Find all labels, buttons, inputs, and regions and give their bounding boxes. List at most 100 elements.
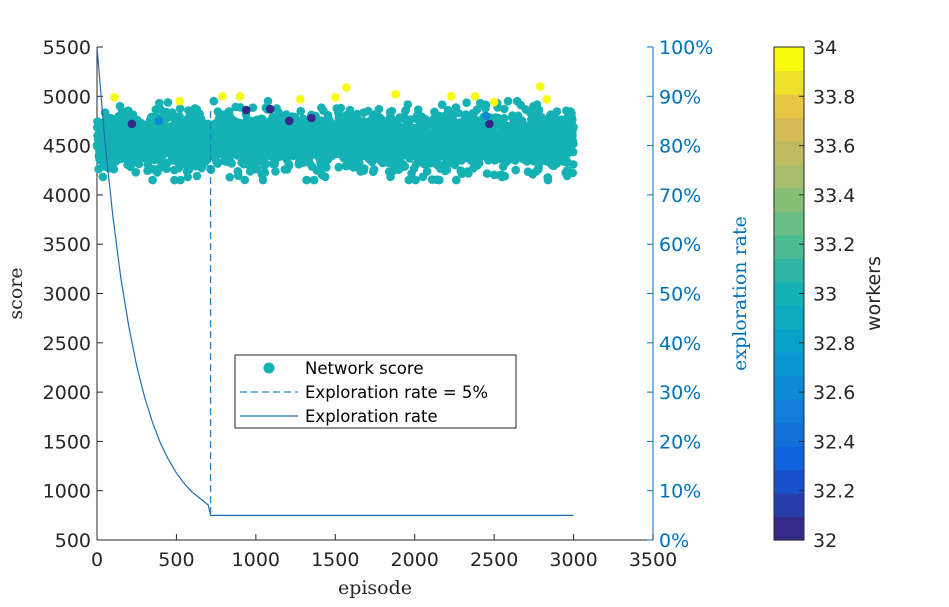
- score-point: [411, 175, 420, 185]
- score-point: [404, 175, 414, 185]
- score-point: [387, 106, 397, 116]
- score-point: [155, 98, 164, 108]
- score-point: [442, 165, 452, 175]
- score-point: [296, 106, 306, 116]
- score-point: [435, 175, 444, 185]
- legend-marker-score: [263, 362, 275, 374]
- score-point-outlier: [218, 92, 227, 101]
- score-point: [261, 159, 271, 169]
- x-axis-label: episode: [338, 577, 412, 599]
- score-point: [175, 104, 185, 113]
- score-point-outlier: [265, 104, 275, 114]
- score-point-outlier: [296, 95, 305, 104]
- colorbar-tick-label: 33: [813, 284, 837, 306]
- y-tick-label: 1500: [43, 431, 91, 453]
- colorbar-swatch: [774, 258, 804, 283]
- score-point: [248, 103, 258, 112]
- y-tick-label: 5000: [43, 86, 91, 108]
- y-tick-label: 500: [55, 530, 91, 552]
- colorbar-tick-label: 32.8: [813, 333, 855, 355]
- x-tick-label: 0: [91, 549, 103, 571]
- x-tick-label: 2000: [391, 549, 439, 571]
- colorbar-swatch: [774, 164, 804, 189]
- x-tick-label: 1000: [232, 549, 280, 571]
- colorbar-tick-label: 33.6: [813, 136, 855, 158]
- score-point: [437, 100, 447, 109]
- colorbar-swatch: [774, 305, 804, 330]
- y2-tick-label: 70%: [659, 185, 701, 207]
- score-point: [240, 175, 250, 185]
- y-tick-label: 2000: [43, 382, 91, 404]
- score-point: [568, 147, 578, 157]
- score-point: [234, 171, 243, 181]
- axes-group: 0 500 1000 1500 2000 2500 3000 3500500100015002…: [5, 37, 751, 599]
- score-point: [400, 162, 410, 171]
- score-point: [309, 175, 319, 185]
- y-tick-label: 5500: [43, 37, 91, 59]
- y-axis-label: score: [5, 267, 27, 319]
- score-point: [422, 167, 432, 176]
- score-point: [454, 108, 463, 118]
- x-tick-label: 3500: [629, 549, 677, 571]
- score-point: [568, 168, 578, 178]
- score-point-outlier: [447, 92, 456, 101]
- colorbar-swatch: [774, 93, 804, 119]
- colorbar-swatch: [774, 70, 804, 95]
- score-point-outlier: [342, 83, 351, 92]
- colorbar-swatch: [774, 516, 804, 541]
- score-point-outlier: [110, 93, 119, 102]
- score-point: [320, 172, 330, 182]
- x-tick-label: 500: [158, 549, 194, 571]
- score-point: [569, 139, 578, 149]
- x-tick-label: 3000: [549, 549, 597, 571]
- y2-tick-label: 40%: [659, 333, 701, 355]
- colorbar-swatch: [774, 422, 804, 447]
- y-tick-label: 3000: [43, 284, 91, 306]
- y2-tick-label: 30%: [659, 382, 701, 404]
- y2-tick-label: 90%: [659, 86, 701, 108]
- x-tick-label: 2500: [470, 549, 518, 571]
- y-tick-label: 4000: [43, 185, 91, 207]
- colorbar-swatch: [774, 493, 804, 518]
- colorbar-swatch: [774, 234, 804, 259]
- colorbar-swatch: [774, 469, 804, 494]
- colorbar-swatch: [774, 352, 804, 377]
- y2-tick-label: 50%: [659, 284, 701, 306]
- score-point-outlier: [542, 95, 551, 104]
- score-point: [500, 104, 509, 114]
- legend: Network score Exploration rate = 5% Explor…: [234, 354, 517, 429]
- score-point: [452, 175, 461, 185]
- colorbar-tick-label: 32: [813, 530, 837, 552]
- score-point-outlier: [485, 119, 494, 129]
- score-point: [302, 175, 311, 185]
- colorbar-tick-label: 32.4: [813, 431, 855, 453]
- score-point: [263, 96, 273, 106]
- score-point: [499, 113, 509, 123]
- score-point: [131, 168, 141, 177]
- score-point-outlier: [470, 92, 480, 101]
- score-point-outlier: [127, 119, 137, 129]
- score-point: [213, 159, 222, 168]
- colorbar-tick-label: 34: [813, 37, 837, 59]
- score-point: [503, 96, 513, 106]
- scatter-series: [92, 82, 578, 185]
- score-point: [569, 160, 578, 169]
- score-point: [183, 172, 192, 182]
- score-point-outlier: [391, 90, 401, 99]
- score-point: [406, 115, 415, 124]
- score-point: [148, 175, 157, 185]
- score-point-outlier: [235, 92, 245, 101]
- colorbar-label: workers: [863, 256, 885, 331]
- colorbar-swatch: [774, 140, 804, 165]
- exploration-rate-line: [96, 46, 574, 517]
- score-point: [209, 96, 219, 106]
- y-tick-label: 3500: [43, 234, 91, 256]
- score-point: [511, 165, 520, 175]
- score-point-outlier: [175, 96, 184, 106]
- colorbar: 32 32.2 32.4 32.6 32.8 33 33.2 33.4 33.6 33.8 34 wo…: [773, 37, 885, 552]
- score-point: [271, 167, 280, 176]
- score-point-outlier: [481, 111, 491, 121]
- y-tick-label: 2500: [43, 333, 91, 355]
- score-point: [374, 104, 384, 114]
- score-point: [369, 165, 379, 174]
